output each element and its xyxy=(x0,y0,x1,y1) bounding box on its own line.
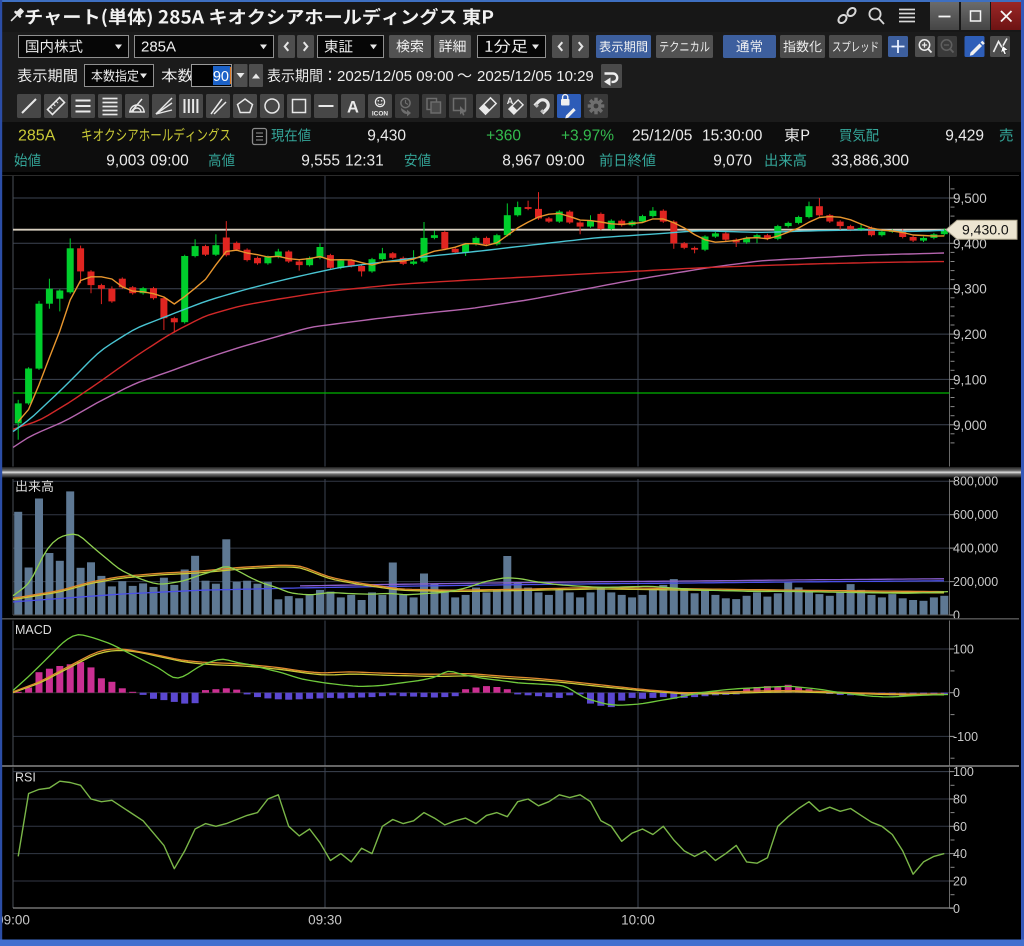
svg-text:0: 0 xyxy=(953,609,960,623)
svg-text:800,000: 800,000 xyxy=(953,475,998,489)
svg-text:9,000: 9,000 xyxy=(953,418,987,433)
svg-text:9,003: 9,003 xyxy=(106,153,145,170)
svg-text:09:00: 09:00 xyxy=(546,153,585,170)
svg-text:33,886,300: 33,886,300 xyxy=(831,153,909,170)
svg-text:60: 60 xyxy=(953,820,967,834)
svg-text:100: 100 xyxy=(953,643,974,657)
svg-text:2025/12/05 09:00: 2025/12/05 09:00 xyxy=(337,68,454,85)
svg-text:100: 100 xyxy=(953,765,974,779)
svg-text:12:31: 12:31 xyxy=(345,153,384,170)
svg-text:9,500: 9,500 xyxy=(953,191,987,206)
svg-text:15:30:00: 15:30:00 xyxy=(702,128,763,145)
svg-text:600,000: 600,000 xyxy=(953,508,998,522)
svg-text:25/12/05: 25/12/05 xyxy=(632,128,692,145)
svg-text:A: A xyxy=(507,96,514,106)
svg-text:09:00: 09:00 xyxy=(150,153,189,170)
svg-text:-100: -100 xyxy=(953,730,978,744)
svg-text:ICON: ICON xyxy=(372,111,389,118)
svg-text:400,000: 400,000 xyxy=(953,542,998,556)
svg-text:9,555: 9,555 xyxy=(301,153,340,170)
svg-text:9,200: 9,200 xyxy=(953,327,987,342)
svg-text:9,070: 9,070 xyxy=(713,153,752,170)
svg-text:09:30: 09:30 xyxy=(308,913,342,928)
svg-text:A: A xyxy=(347,99,359,117)
svg-text:0: 0 xyxy=(953,902,960,916)
svg-text:8,967: 8,967 xyxy=(502,153,541,170)
svg-text:20: 20 xyxy=(953,875,967,889)
svg-text:10:00: 10:00 xyxy=(621,913,655,928)
svg-text:MACD: MACD xyxy=(15,623,52,637)
svg-text:9,429: 9,429 xyxy=(945,128,984,145)
svg-text:2025/12/05 10:29: 2025/12/05 10:29 xyxy=(477,68,594,85)
svg-text:80: 80 xyxy=(953,792,967,806)
svg-text:9,300: 9,300 xyxy=(953,282,987,297)
svg-text:285A: 285A xyxy=(18,128,56,145)
svg-text:9,430: 9,430 xyxy=(367,128,406,145)
svg-text:0: 0 xyxy=(953,686,960,700)
svg-text:+360: +360 xyxy=(486,128,521,145)
svg-text:RSI: RSI xyxy=(15,771,36,785)
svg-text:09:00: 09:00 xyxy=(0,913,30,928)
svg-text:+3.97%: +3.97% xyxy=(561,128,614,145)
svg-text:9,400: 9,400 xyxy=(953,236,987,251)
svg-text:9,430.0: 9,430.0 xyxy=(962,222,1009,238)
svg-text:9,100: 9,100 xyxy=(953,372,987,387)
svg-text:40: 40 xyxy=(953,847,967,861)
svg-text:285A: 285A xyxy=(141,39,176,56)
svg-text:200,000: 200,000 xyxy=(953,575,998,589)
svg-text:90: 90 xyxy=(213,69,229,85)
